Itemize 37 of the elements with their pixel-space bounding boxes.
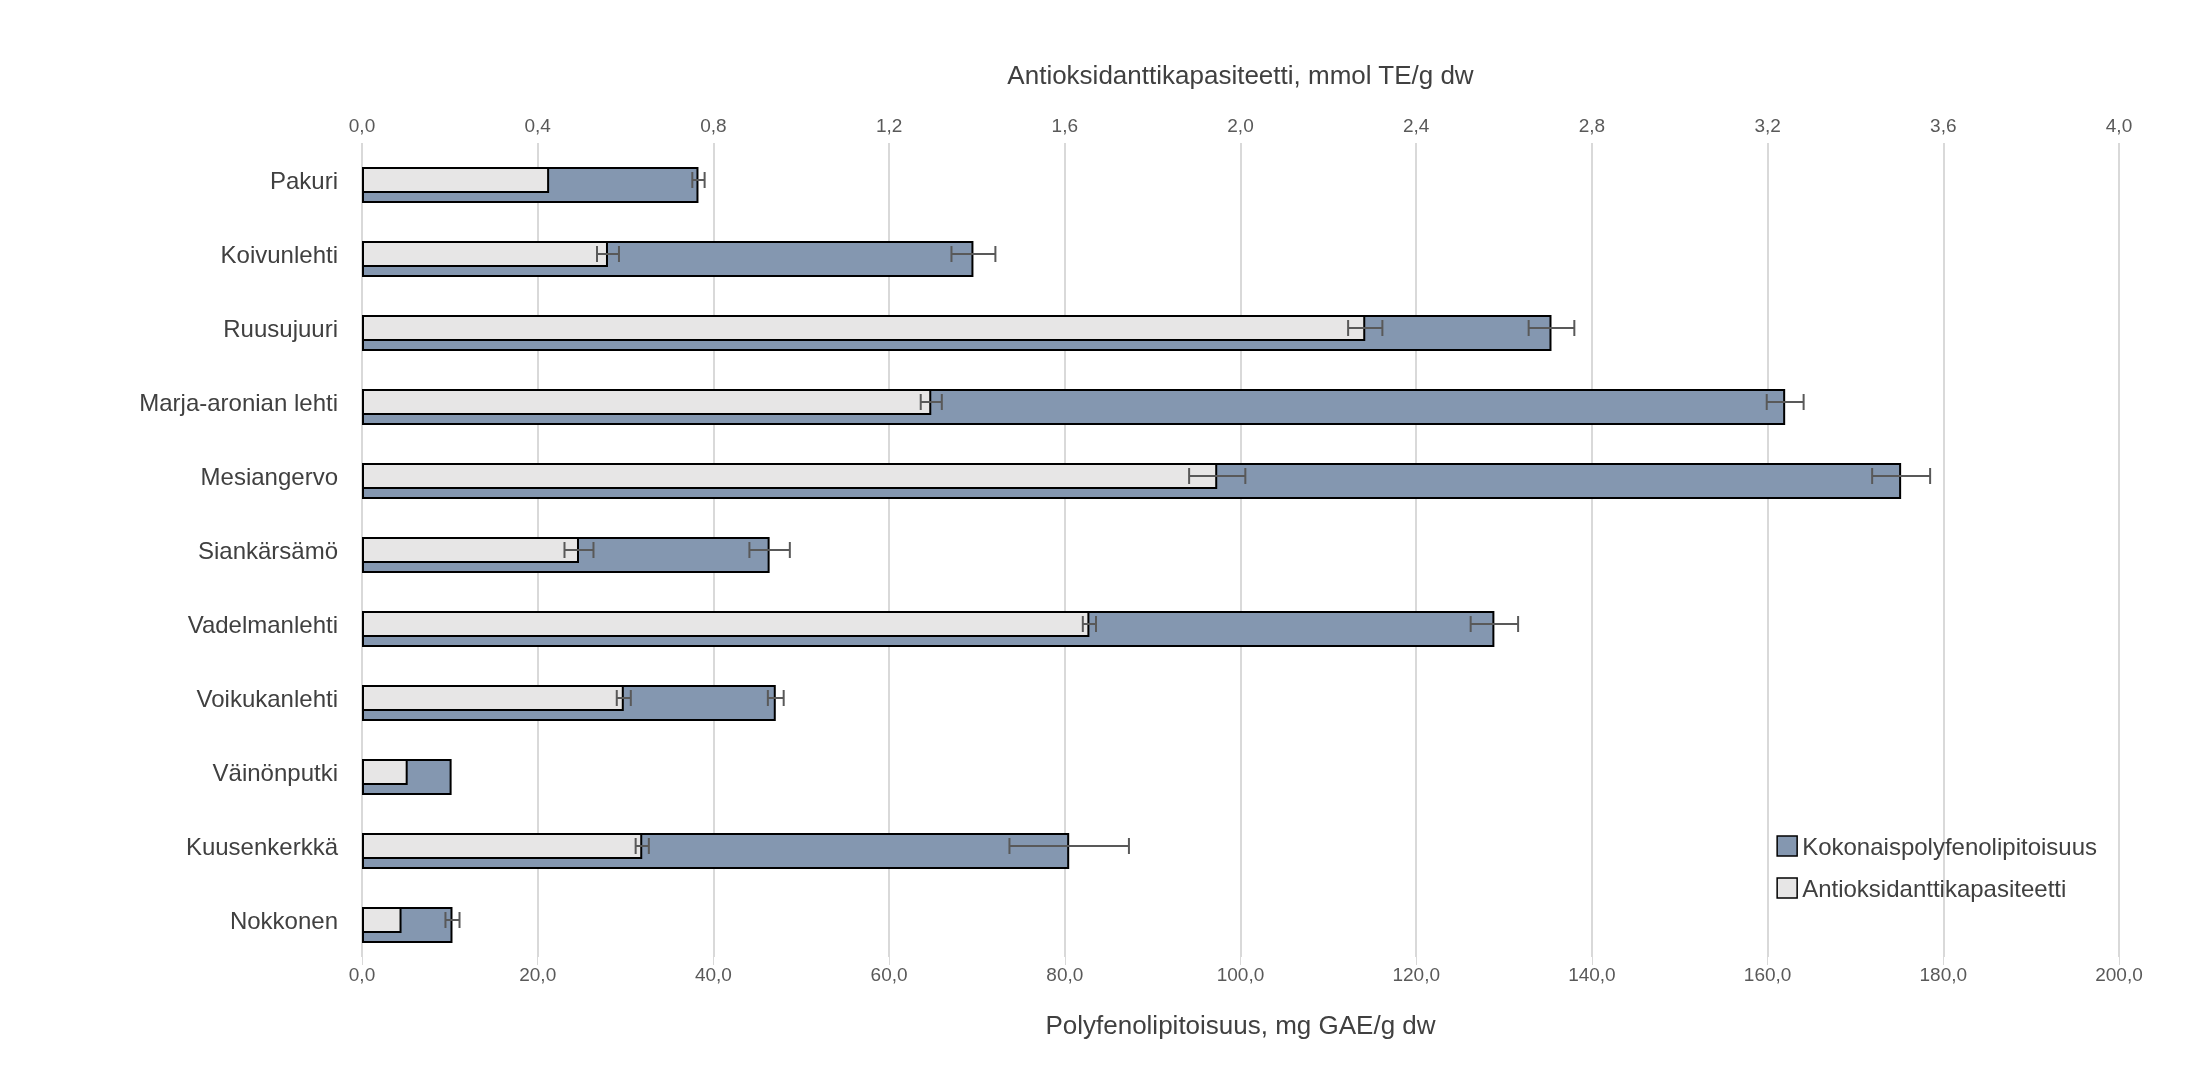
x2-tick-label: 2,0 xyxy=(1227,115,1254,136)
x2-tick-label: 2,4 xyxy=(1402,115,1430,136)
x-tick-label: 180,0 xyxy=(1919,964,1968,985)
x-tick-label: 100,0 xyxy=(1216,964,1265,985)
y-tick-label: Siankärsämö xyxy=(197,536,338,564)
x2-tick-label: 0,0 xyxy=(348,115,376,136)
y-tick-label: Voikukanlehti xyxy=(196,684,338,712)
x-tick-label: 200,0 xyxy=(2095,964,2143,985)
x-tick-label: 160,0 xyxy=(1743,964,1792,985)
x-axis-title: Polyfenolipitoisuus, mg GAE/g dw xyxy=(1045,1010,1436,1040)
y-tick-label: Mesiangervo xyxy=(200,462,338,490)
x2-tick-label: 3,6 xyxy=(1930,115,1957,136)
x2-tick-label: 4,0 xyxy=(2105,115,2133,136)
x2-tick-label: 3,2 xyxy=(1754,115,1781,136)
x-tick-label: 20,0 xyxy=(519,964,557,985)
x2-tick-label: 1,2 xyxy=(875,115,903,136)
y-tick-label: Marja-aronian lehti xyxy=(139,388,338,416)
x2-tick-label: 2,8 xyxy=(1578,115,1606,136)
x-tick-label: 140,0 xyxy=(1568,964,1616,985)
y-tick-label: Koivunlehti xyxy=(220,240,338,268)
x-tick-label: 40,0 xyxy=(694,964,732,985)
x-tick-label: 120,0 xyxy=(1392,964,1440,985)
y-tick-label: Vadelmanlehti xyxy=(187,610,338,638)
x2-tick-label: 0,4 xyxy=(524,115,552,136)
y-tick-label: Nokkonen xyxy=(229,906,338,934)
legend-label: Antioksidanttikapasiteetti xyxy=(1802,874,2067,902)
legend-label: Kokonaispolyfenolipitoisuus xyxy=(1802,832,2097,860)
x2-tick-label: 0,8 xyxy=(700,115,727,136)
y-tick-label: Ruusujuuri xyxy=(223,314,338,342)
y-tick-label: Pakuri xyxy=(269,166,338,194)
x2-tick-label: 1,6 xyxy=(1051,115,1079,136)
x-tick-label: 80,0 xyxy=(1046,964,1084,985)
y-tick-label: Väinönputki xyxy=(212,758,338,786)
x-tick-label: 0,0 xyxy=(348,964,376,985)
x2-axis-title: Antioksidanttikapasiteetti, mmol TE/g dw xyxy=(1007,60,1474,90)
y-tick-label: Kuusenkerkkä xyxy=(185,832,339,860)
x-tick-label: 60,0 xyxy=(870,964,908,985)
